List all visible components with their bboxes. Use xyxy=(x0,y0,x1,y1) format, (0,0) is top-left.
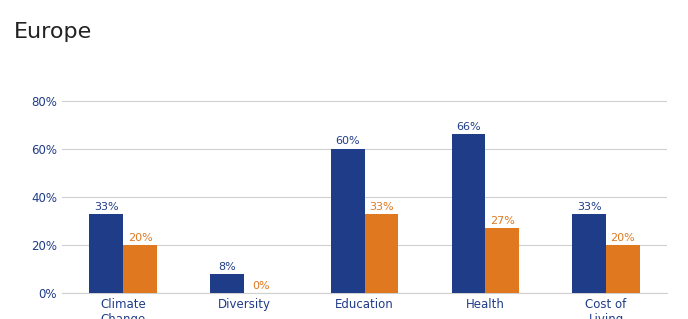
Bar xyxy=(606,245,640,293)
Bar xyxy=(485,228,519,293)
Text: 27%: 27% xyxy=(490,216,515,226)
Text: 20%: 20% xyxy=(610,233,635,243)
Text: 8%: 8% xyxy=(218,262,236,272)
Text: 20%: 20% xyxy=(128,233,153,243)
Bar xyxy=(365,214,398,293)
Text: 33%: 33% xyxy=(369,202,394,211)
Text: 33%: 33% xyxy=(94,202,118,211)
Bar xyxy=(89,214,123,293)
Bar xyxy=(210,274,244,293)
Text: 66%: 66% xyxy=(456,122,481,132)
Bar xyxy=(331,149,365,293)
Text: 0%: 0% xyxy=(252,281,270,291)
Text: 33%: 33% xyxy=(577,202,601,211)
Bar xyxy=(451,134,485,293)
Text: Europe: Europe xyxy=(14,22,92,42)
Bar xyxy=(123,245,157,293)
Text: 60%: 60% xyxy=(336,137,360,146)
Bar xyxy=(572,214,606,293)
